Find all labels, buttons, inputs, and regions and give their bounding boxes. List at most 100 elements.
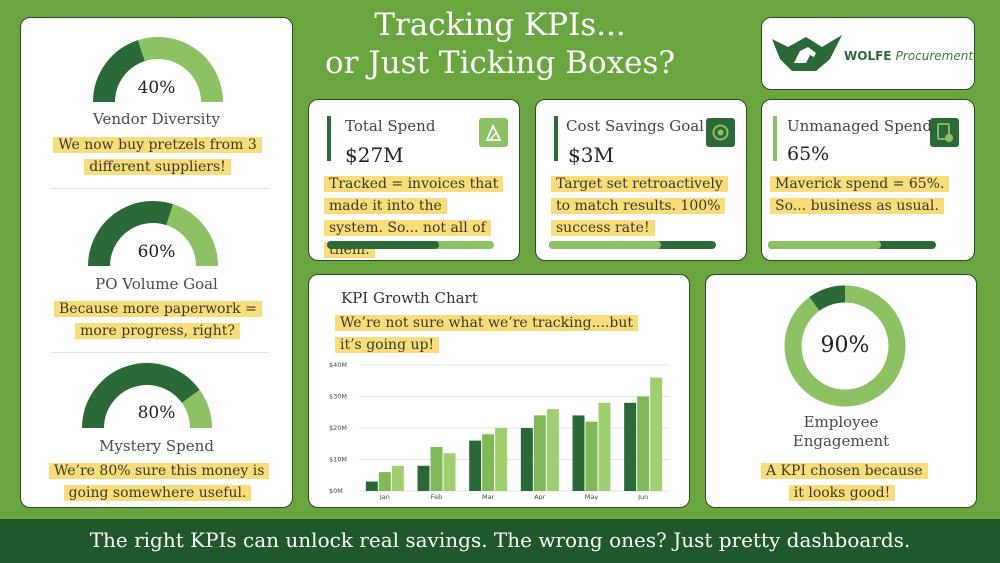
total-spend-card: Total Spend $27M Tracked = invoices that… [308, 99, 520, 261]
y-tick-label: $30M [329, 393, 347, 401]
x-tick-label: Apr [534, 493, 546, 500]
divider [51, 352, 269, 353]
total-spend-label: Total Spend [345, 117, 436, 135]
total-spend-progress [327, 241, 494, 249]
vendor-diversity-note: We now buy pretzels from 3 different sup… [53, 137, 262, 175]
donut-remaining-segment [784, 285, 906, 407]
engagement-note-block: A KPI chosen because it looks good! [761, 460, 928, 504]
unmanaged-spend-note: Maverick spend = 65%. So... business as … [770, 176, 950, 214]
chart-note-block: We’re not sure what we’re tracking....bu… [335, 312, 655, 356]
y-tick-label: $0M [329, 487, 343, 495]
bar-feb-series-3 [443, 453, 456, 491]
footer-banner: The right KPIs can unlock real savings. … [0, 519, 1000, 563]
mystery-spend-label: Mystery Spend [99, 437, 214, 455]
gauge-remaining-arc [181, 389, 212, 429]
cost-savings-card: Cost Savings Goal $3M Target set retroac… [535, 99, 747, 261]
kpi-growth-bar-chart: $0M $10M $20M $30M $40M Jan Feb Mar Apr May Jun [329, 361, 669, 500]
total-spend-value: $27M [345, 143, 404, 167]
bar-mar-series-3 [495, 428, 508, 491]
chart-title: KPI Growth Chart [341, 289, 478, 307]
accent-bar [554, 116, 558, 161]
gauge-filled-arc [88, 201, 174, 267]
po-volume-label: PO Volume Goal [95, 275, 218, 293]
bar-mar-series-2 [482, 434, 495, 491]
engagement-note: A KPI chosen because it looks good! [761, 463, 928, 501]
y-tick-label: $40M [329, 361, 347, 369]
bar-jun-series-3 [650, 377, 663, 491]
mystery-spend-percent: 80% [137, 403, 176, 423]
chart-card: KPI Growth Chart We’re not sure what we’… [308, 274, 690, 508]
bar-may-series-1 [572, 415, 585, 491]
vendor-diversity-percent: 40% [137, 78, 176, 98]
logo-text: WOLFE Procurement [844, 49, 973, 64]
bar-apr-series-2 [533, 415, 546, 491]
gauge-filled-arc [82, 363, 200, 429]
bar-may-series-2 [585, 421, 598, 491]
divider [51, 188, 269, 189]
bar-feb-series-1 [417, 465, 430, 491]
gauge-remaining-arc [137, 37, 223, 103]
triangle-chart-icon [479, 118, 508, 147]
x-tick-label: May [585, 493, 599, 500]
vendor-diversity-gauge [93, 37, 223, 103]
logo-card: WOLFE Procurement [761, 17, 975, 90]
bar-jan-series-2 [378, 472, 391, 491]
bar-feb-series-2 [430, 446, 443, 491]
logo-brand-bold: WOLFE [844, 49, 892, 63]
bar-jan-series-1 [365, 481, 378, 491]
bar-may-series-3 [598, 402, 611, 491]
po-volume-gauge [88, 201, 218, 267]
cost-savings-note-block: Target set retroactively to match result… [551, 173, 728, 239]
vendor-diversity-label: Vendor Diversity [93, 110, 220, 128]
bar-jun-series-1 [624, 402, 637, 491]
bar-mar-series-1 [469, 440, 482, 491]
vendor-diversity-note-block: We now buy pretzels from 3 different sup… [51, 134, 264, 178]
engagement-donut [784, 285, 906, 407]
accent-bar [327, 116, 331, 161]
mystery-spend-note-block: We’re 80% sure this money is going somew… [49, 460, 270, 504]
document-clock-icon [930, 118, 959, 147]
engagement-label-line-1: Employee [803, 413, 879, 431]
cost-savings-note: Target set retroactively to match result… [551, 176, 728, 236]
po-volume-percent: 60% [137, 242, 176, 262]
po-volume-note-block: Because more paperwork = more progress, … [54, 298, 262, 342]
cost-savings-progress [549, 241, 716, 249]
engagement-card: 90% Employee Engagement A KPI chosen bec… [705, 274, 977, 508]
progress-fill [768, 241, 881, 249]
bar-jun-series-2 [637, 396, 650, 491]
unmanaged-spend-note-block: Maverick spend = 65%. So... business as … [770, 173, 950, 217]
unmanaged-spend-card: Unmanaged Spend 65% Maverick spend = 65%… [761, 99, 975, 261]
gauge-filled-arc [93, 40, 146, 103]
logo-brand-italic: Procurement [895, 49, 974, 63]
target-icon [706, 118, 735, 147]
cost-savings-value: $3M [568, 143, 614, 167]
title-line-1: Tracking KPIs... [374, 7, 626, 43]
page-title: Tracking KPIs... or Just Ticking Boxes? [300, 6, 700, 82]
x-tick-label: Mar [482, 493, 495, 500]
accent-bar [773, 116, 777, 161]
progress-fill [327, 241, 439, 249]
x-tick-label: Feb [431, 493, 443, 500]
gauge-remaining-arc [165, 204, 218, 267]
y-tick-label: $10M [329, 456, 347, 464]
x-tick-label: Jun [637, 493, 648, 500]
gauges-card: 40% Vendor Diversity We now buy pretzels… [20, 17, 293, 508]
engagement-percent: 90% [820, 333, 870, 358]
progress-fill [549, 241, 661, 249]
cost-savings-label: Cost Savings Goal [566, 117, 704, 135]
mystery-spend-gauge [82, 363, 212, 429]
chart-note: We’re not sure what we’re tracking....bu… [335, 315, 638, 353]
po-volume-note: Because more paperwork = more progress, … [54, 301, 262, 339]
x-tick-label: Jan [379, 493, 390, 500]
unmanaged-spend-value: 65% [787, 143, 830, 165]
mystery-spend-note: We’re 80% sure this money is going somew… [49, 463, 270, 501]
bar-jan-series-3 [391, 465, 404, 491]
unmanaged-spend-progress [768, 241, 936, 249]
bar-apr-series-1 [520, 428, 533, 491]
engagement-label-line-2: Engagement [792, 432, 890, 450]
wolf-logo-icon [772, 35, 842, 71]
bar-apr-series-3 [546, 409, 559, 491]
y-tick-label: $20M [329, 424, 347, 432]
engagement-label: Employee Engagement [706, 413, 976, 451]
unmanaged-spend-label: Unmanaged Spend [787, 117, 932, 135]
